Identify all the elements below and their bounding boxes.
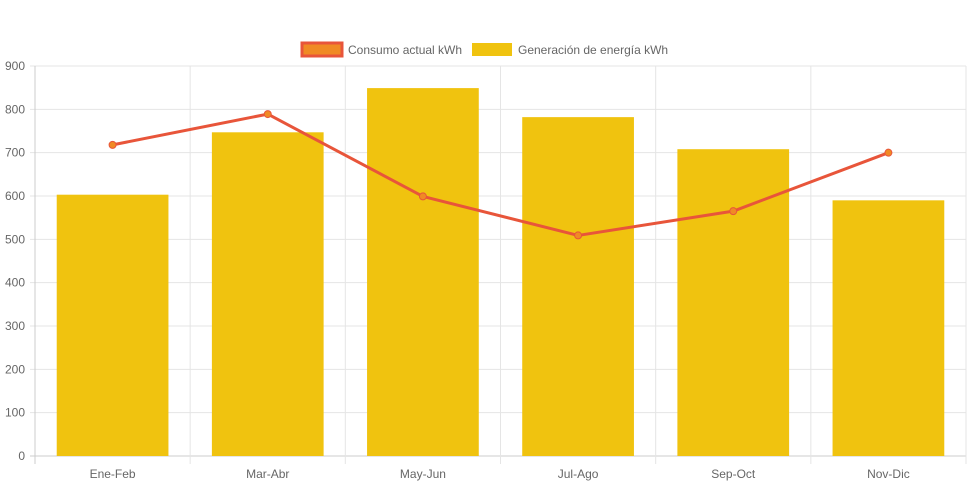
bar[interactable] (832, 200, 945, 456)
legend-label-generacion: Generación de energía kWh (518, 43, 668, 57)
line-point[interactable] (418, 192, 427, 201)
legend-item-generacion[interactable]: Generación de energía kWh (472, 43, 668, 57)
bar[interactable] (367, 88, 479, 456)
x-tick-label: Jul-Ago (558, 467, 599, 481)
x-tick-label: Ene-Feb (90, 467, 136, 481)
y-tick-label: 400 (5, 276, 25, 290)
line-point[interactable] (108, 140, 117, 149)
y-tick-label: 500 (5, 232, 25, 246)
legend-item-consumo[interactable]: Consumo actual kWh (300, 41, 462, 58)
line-point[interactable] (574, 231, 583, 240)
line-point[interactable] (729, 207, 738, 216)
y-tick-label: 800 (5, 102, 25, 116)
bar[interactable] (211, 132, 324, 457)
x-tick-label: Mar-Abr (246, 467, 289, 481)
bar[interactable] (677, 149, 790, 456)
series-line (112, 112, 889, 237)
legend-swatch-generacion (472, 43, 512, 56)
x-axis-ticks: Ene-Feb Mar-Abr May-Jun Jul-Ago Sep-Oct Nov-D… (90, 467, 910, 481)
x-tick-label: Sep-Oct (711, 467, 756, 481)
y-tick-label: 700 (5, 146, 25, 160)
x-tick-label: May-Jun (400, 467, 446, 481)
y-tick-label: 600 (5, 189, 25, 203)
line-point[interactable] (884, 148, 893, 157)
legend: Consumo actual kWh Generación de energía… (300, 41, 668, 58)
y-tick-label: 900 (5, 59, 25, 73)
bar[interactable] (522, 117, 634, 456)
y-tick-label: 200 (5, 362, 25, 376)
y-tick-label: 100 (5, 406, 25, 420)
bar-series (56, 88, 945, 457)
y-tick-label: 300 (5, 319, 25, 333)
line-series (108, 110, 893, 240)
legend-label-consumo: Consumo actual kWh (348, 43, 462, 57)
bar[interactable] (56, 194, 169, 456)
line-point[interactable] (263, 110, 272, 119)
y-tick-label: 0 (18, 449, 25, 463)
grid-layer (30, 65, 967, 464)
x-tick-label: Nov-Dic (867, 467, 910, 481)
legend-swatch-consumo (300, 41, 344, 58)
y-axis-ticks: 0 100 200 300 400 500 600 700 800 900 (5, 59, 25, 463)
